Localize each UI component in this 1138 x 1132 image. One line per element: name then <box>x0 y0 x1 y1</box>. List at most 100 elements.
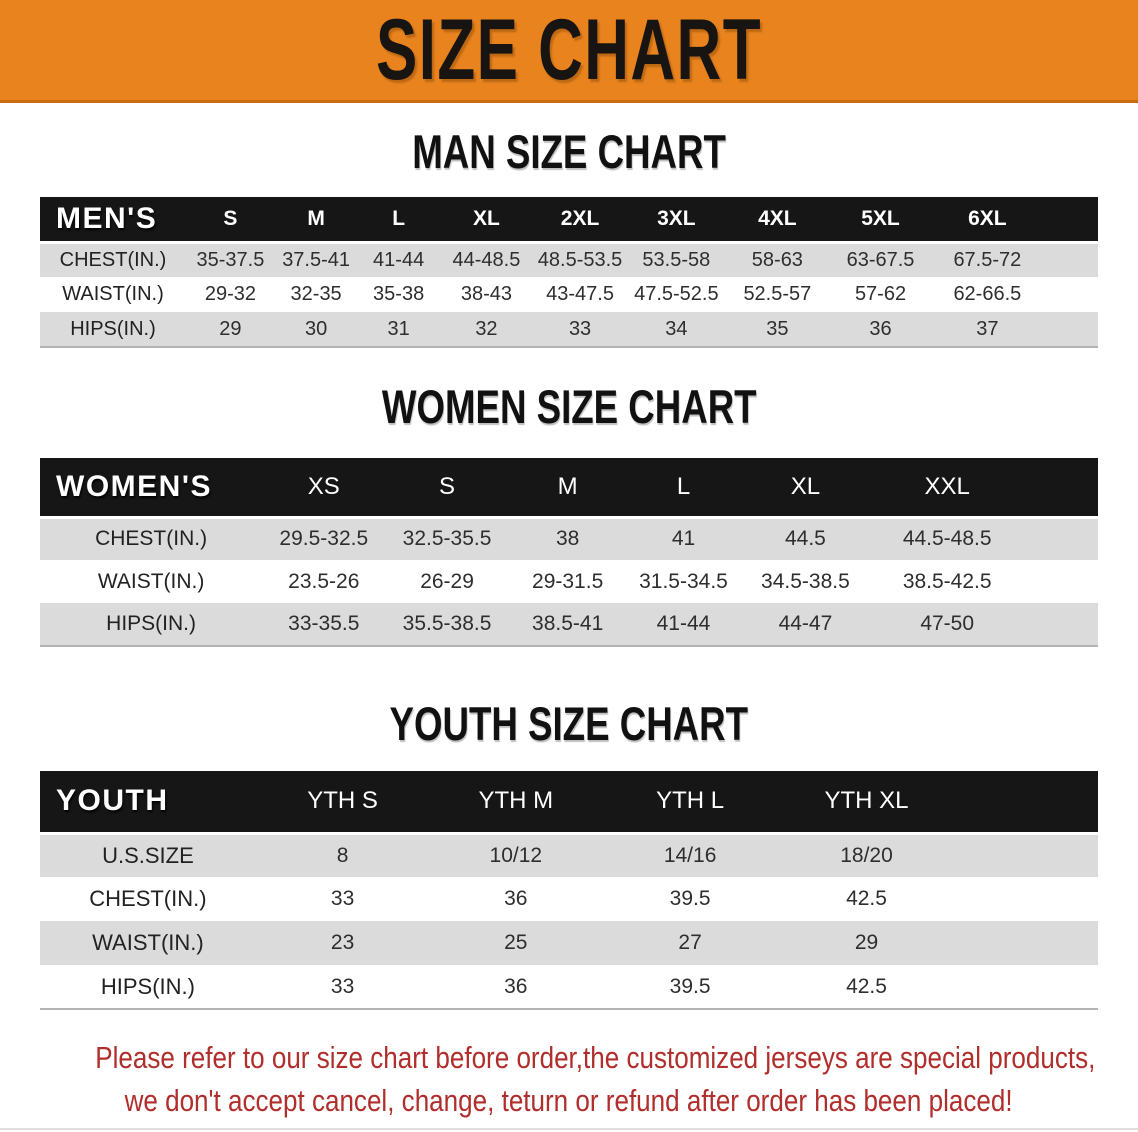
size-value-cell: 44.5 <box>740 515 871 560</box>
row-spacer-cell <box>1043 277 1098 312</box>
size-value-cell: 38.5-42.5 <box>902 569 992 593</box>
size-value-cell: 36 <box>504 974 528 998</box>
size-value-cell: 32 <box>475 317 498 340</box>
size-value-cell: 36 <box>869 317 892 340</box>
size-value-cell: 42.5 <box>846 887 887 910</box>
size-value-cell: 62-66.5 <box>953 283 1022 305</box>
size-value-cell: 35-37.5 <box>186 240 275 277</box>
measurement-row: HIPS(IN.) 33-35.5 35.5-38.5 38.5-41 41-44 44-… <box>40 603 1098 646</box>
row-label: CHEST(IN.) <box>40 515 263 560</box>
youth-size-table: YOUTH YTH S YTH M YTH L YTH XL U.S.SIZE 8 10/12… <box>40 771 1098 1010</box>
size-value-cell: 34.5-38.5 <box>761 569 850 593</box>
size-value-cell: 33 <box>568 317 592 340</box>
corner-label: WOMEN'S <box>56 469 212 503</box>
measurement-row: HIPS(IN.) 29 30 31 32 33 34 35 36 37 <box>40 312 1098 347</box>
women-size-table: WOMEN'S XS S M L XL XXL CHEST(IN.) 29.5-32.5 32.5… <box>40 458 1098 647</box>
size-column-header: S <box>439 472 456 500</box>
size-column-header: 4XL <box>758 206 797 230</box>
row-label: CHEST(IN.) <box>89 886 207 911</box>
man-section-heading: MAN SIZE CHART <box>0 127 1138 177</box>
size-value-cell: 44-48.5 <box>439 240 533 277</box>
size-value-cell: 33 <box>330 887 355 910</box>
size-value-cell: 36 <box>504 887 528 910</box>
bottom-edge-line <box>0 1128 1138 1130</box>
size-column-header: M <box>307 206 325 230</box>
size-value-cell: 52.5-57 <box>743 283 812 305</box>
corner-label: MEN'S <box>56 201 158 235</box>
size-value-cell: 33 <box>330 974 355 998</box>
size-value-cell: 38.5-41 <box>532 612 604 635</box>
size-value-cell: 47.5-52.5 <box>634 283 719 305</box>
size-value-cell: 8 <box>255 831 430 877</box>
man-size-table: MEN'S S M L XL 2XL 3XL 4XL 5XL 6XL CHEST(IN.) 35-37… <box>40 197 1098 348</box>
row-label: WAIST(IN.) <box>92 930 204 955</box>
size-column-header: 5XL <box>861 206 900 230</box>
size-value-cell: 34 <box>665 317 688 340</box>
youth-section-heading: YOUTH SIZE CHART <box>0 699 1138 749</box>
row-label: HIPS(IN.) <box>100 973 195 999</box>
size-value-cell: 39.5 <box>669 974 711 998</box>
size-value-cell: 41-44 <box>357 240 440 277</box>
size-value-cell: 29.5-32.5 <box>262 515 386 560</box>
row-label: WAIST(IN.) <box>62 283 164 305</box>
size-value-cell: 18/20 <box>777 831 956 877</box>
row-label: CHEST(IN.) <box>40 240 186 277</box>
size-value-cell: 63-67.5 <box>829 240 932 277</box>
row-spacer-cell <box>955 877 1098 921</box>
row-label: HIPS(IN.) <box>70 317 156 340</box>
size-value-cell: 38 <box>508 515 627 560</box>
size-table-header-row: YOUTH YTH S YTH M YTH L YTH XL <box>40 771 1098 833</box>
measurement-row: CHEST(IN.) 33 36 39.5 42.5 <box>40 877 1098 921</box>
size-column-header: XL <box>473 206 500 230</box>
header-spacer-cell <box>1043 197 1098 242</box>
size-column-header: XXL <box>924 472 970 500</box>
size-value-cell: 41 <box>626 515 741 560</box>
size-column-header: 2XL <box>560 206 600 230</box>
size-value-cell: 33-35.5 <box>288 612 360 635</box>
youth-section-heading-text: YOUTH SIZE CHART <box>389 697 749 750</box>
size-column-header: YTH XL <box>824 787 909 815</box>
measurement-row: WAIST(IN.) 29-32 32-35 35-38 38-43 43-47.5 47.… <box>40 277 1098 312</box>
size-value-cell: 58-63 <box>725 240 830 277</box>
size-column-header: YTH L <box>656 787 725 815</box>
measurement-row: WAIST(IN.) 23 25 27 29 <box>40 921 1098 965</box>
size-column-header: M <box>557 472 578 500</box>
row-spacer-cell <box>1024 603 1098 646</box>
size-column-header: YTH M <box>478 787 554 815</box>
row-spacer-cell <box>955 965 1098 1009</box>
disclaimer: Please refer to our size chart before or… <box>0 1036 1138 1122</box>
row-label: WAIST(IN.) <box>97 569 205 593</box>
size-value-cell: 53.5-58 <box>627 240 726 277</box>
size-value-cell: 37 <box>976 317 999 340</box>
size-value-cell: 26-29 <box>420 569 474 593</box>
size-value-cell: 44.5-48.5 <box>870 515 1024 560</box>
size-column-header: 6XL <box>968 206 1007 230</box>
women-section-heading: WOMEN SIZE CHART <box>0 382 1138 432</box>
size-value-cell: 41-44 <box>656 612 711 635</box>
size-column-header: L <box>676 472 691 500</box>
size-value-cell: 39.5 <box>669 887 711 910</box>
measurement-row: U.S.SIZE 8 10/12 14/16 18/20 <box>40 831 1098 877</box>
size-value-cell: 35 <box>766 317 789 340</box>
size-value-cell: 47-50 <box>920 612 975 635</box>
header-spacer-cell <box>955 771 1098 833</box>
size-value-cell: 44-47 <box>778 612 833 635</box>
size-value-cell: 32-35 <box>290 283 342 305</box>
measurement-row: CHEST(IN.) 35-37.5 37.5-41 41-44 44-48.5 48.5… <box>40 240 1098 277</box>
measurement-row: CHEST(IN.) 29.5-32.5 32.5-35.5 38 41 44.5 44.5… <box>40 515 1098 560</box>
size-value-cell: 48.5-53.5 <box>532 240 628 277</box>
measurement-row: WAIST(IN.) 23.5-26 26-29 29-31.5 31.5-34.5 34… <box>40 560 1098 603</box>
size-value-cell: 37.5-41 <box>274 240 358 277</box>
size-value-cell: 14/16 <box>602 831 778 877</box>
size-value-cell: 31 <box>387 317 410 340</box>
size-value-cell: 29 <box>854 931 879 954</box>
size-value-cell: 35-38 <box>373 283 425 305</box>
size-value-cell: 42.5 <box>846 974 887 998</box>
size-column-header: L <box>392 206 406 230</box>
man-section-heading-text: MAN SIZE CHART <box>412 125 726 178</box>
size-value-cell: 27 <box>678 931 702 954</box>
disclaimer-line-1: Please refer to our size chart before or… <box>95 1040 1096 1075</box>
size-value-cell: 43-47.5 <box>546 283 614 305</box>
size-value-cell: 30 <box>304 317 328 340</box>
row-spacer-cell <box>1023 515 1098 560</box>
